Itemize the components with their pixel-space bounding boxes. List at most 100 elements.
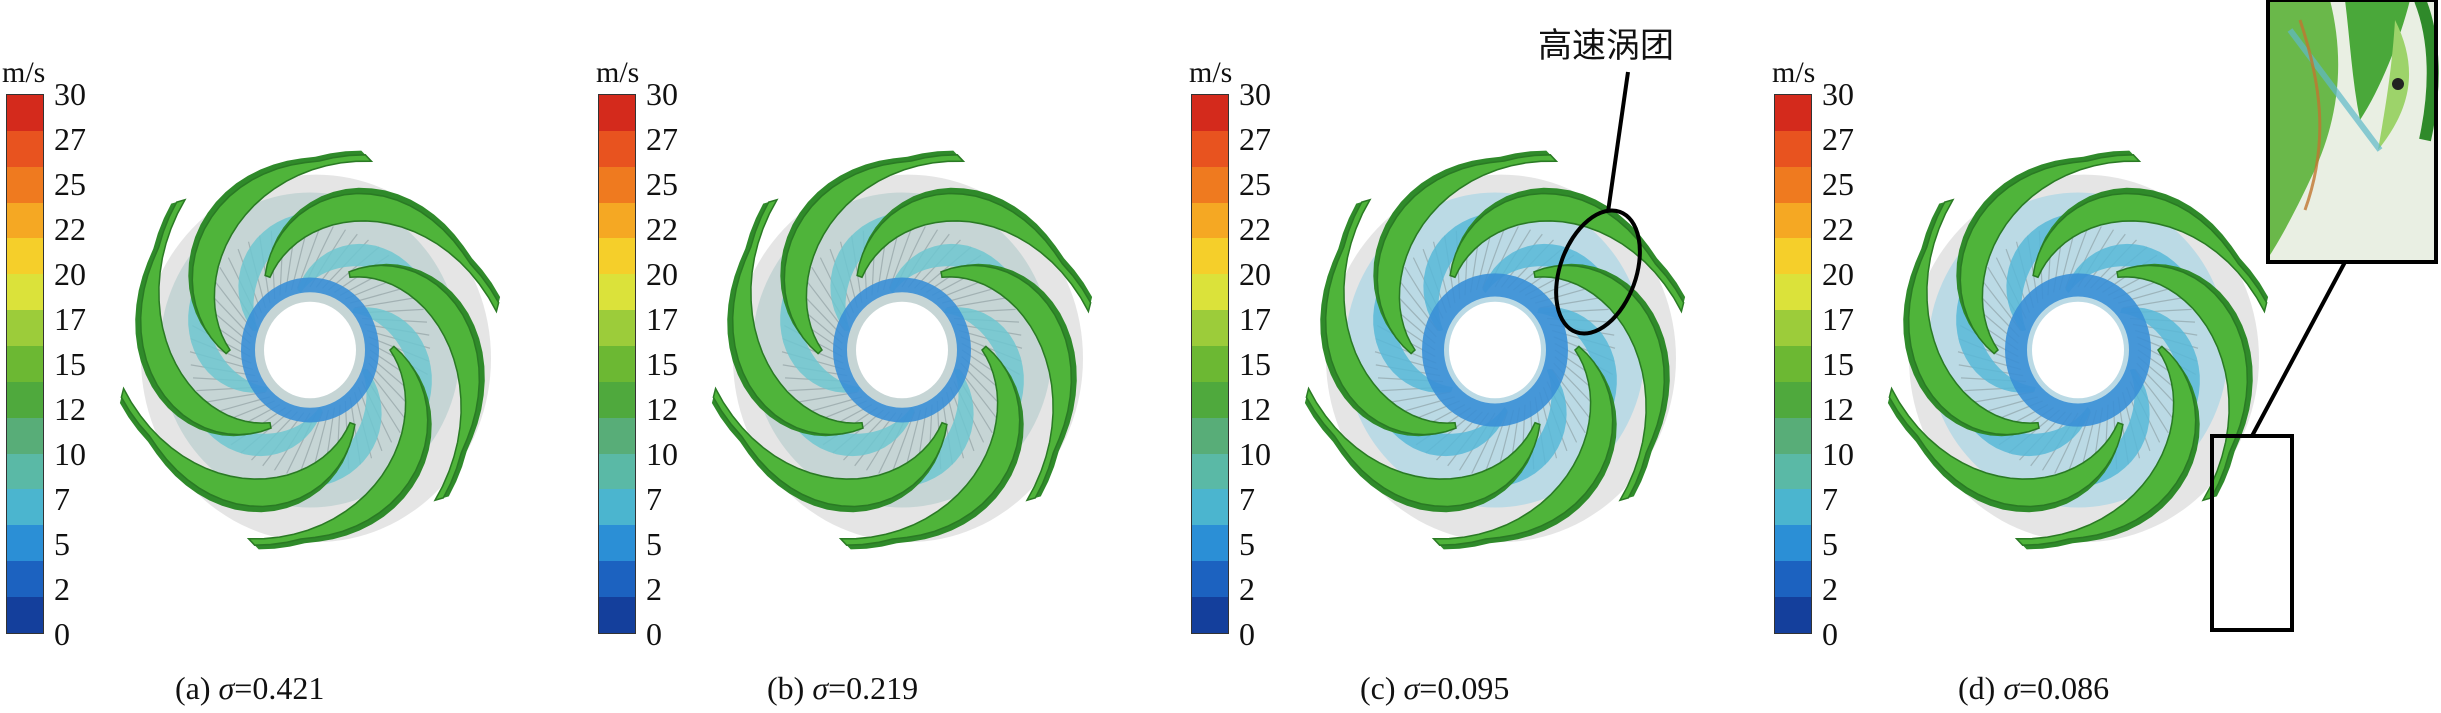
vortex-blade (1449, 192, 1685, 314)
colorbar-segment (1192, 561, 1228, 598)
colorbar-tick-label: 7 (54, 481, 70, 517)
colorbar-tick-label: 22 (54, 211, 86, 247)
zoom-connector-line (2250, 261, 2347, 437)
vortex-blade (1305, 386, 1541, 508)
colorbar-segment (1775, 453, 1811, 490)
vortex-blade (1533, 264, 1666, 502)
colorbar-tick-label: 20 (54, 256, 86, 292)
colorbar-tick-label: 10 (646, 436, 678, 472)
caption-d: (d) σ=0.086 (1958, 670, 2110, 706)
caption-c: (c) σ=0.095 (1360, 670, 1510, 706)
colorbar-tick-label: 22 (646, 211, 678, 247)
vortex-blade (856, 192, 1092, 314)
colorbar-tick-label: 15 (1239, 346, 1271, 382)
colorbar-tick-label: 22 (1239, 211, 1271, 247)
colorbar-tick-label: 5 (54, 526, 70, 562)
colorbar-tick-label: 27 (1239, 121, 1271, 157)
colorbar-segment (1775, 417, 1811, 454)
colorbar-segment (7, 417, 43, 454)
vortex-annotation-label: 高速涡团 (1538, 26, 1674, 66)
colorbar-tick-label: 10 (1239, 436, 1271, 472)
vortex-blade (731, 198, 864, 436)
vortex-blade (1888, 386, 2124, 508)
colorbar-segment (599, 453, 635, 490)
hatch-line (888, 224, 914, 289)
inner-blade (238, 207, 362, 332)
inner-blade (889, 243, 1044, 329)
colorbar-segment (7, 238, 43, 275)
colorbar-segment (7, 561, 43, 598)
colorbar-tick-label: 20 (646, 256, 678, 292)
hatch-line (803, 276, 846, 331)
colorbar-segment (7, 489, 43, 526)
colorbar-tick-label: 2 (646, 571, 662, 607)
colorbar-tick-label: 0 (1822, 616, 1838, 652)
colorbar-tick-label: 5 (1822, 526, 1838, 562)
inner-blade (1443, 368, 1567, 493)
colorbar-unit: m/s (596, 56, 640, 89)
colorbar-segment (1192, 417, 1228, 454)
colorbar-segment (1192, 310, 1228, 347)
vortex-blade (1959, 154, 2142, 355)
colorbar-segment (1192, 489, 1228, 526)
colorbar-segment (7, 346, 43, 382)
colorbar-tick-label: 10 (1822, 436, 1854, 472)
colorbar-segment (7, 525, 43, 562)
inner-blade (1936, 371, 2091, 457)
colorbar-tick-label: 15 (54, 346, 86, 382)
colorbar-segment (7, 130, 43, 167)
impeller-vortex-plot (1304, 150, 1686, 550)
impeller-vortex-plot (119, 150, 501, 550)
vortex-blade (1907, 198, 2040, 436)
inner-blade (1353, 371, 1508, 457)
colorbar-tick-label: 25 (646, 166, 678, 202)
colorbar-segment (1775, 166, 1811, 203)
colorbar-segment (1192, 202, 1228, 239)
inner-blade (2006, 207, 2130, 332)
colorbar-segment (7, 202, 43, 239)
colorbar-tick-label: 7 (1822, 481, 1838, 517)
colorbar-segment (7, 597, 43, 633)
colorbar-segment (1192, 166, 1228, 203)
colorbar-tick-label: 0 (54, 616, 70, 652)
colorbar-segment (599, 525, 635, 562)
zoom-inset (2266, 0, 2439, 264)
colorbar-segment (7, 166, 43, 203)
inner-blade (760, 371, 915, 457)
colorbar-unit: m/s (2, 56, 46, 89)
colorbar-segment (7, 381, 43, 418)
colorbar-tick-label: 7 (646, 481, 662, 517)
panel-a: m/s 30 27 25 22 20 17 15 12 10 7 5 2 0 (a) σ=0.421 (0, 0, 600, 713)
colorbar-segment (599, 166, 635, 203)
colorbar-tick-label: 15 (1822, 346, 1854, 382)
inner-blade (168, 371, 323, 457)
hatch-line (793, 391, 858, 404)
colorbar-segment (1775, 202, 1811, 239)
caption-b: (b) σ=0.219 (767, 670, 919, 706)
hatch-line (958, 369, 1001, 424)
colorbar (598, 94, 636, 634)
vortex-blade (712, 386, 948, 508)
colorbar-segment (1775, 525, 1811, 562)
zoom-source-box (2210, 434, 2294, 632)
vortex-blade (2032, 192, 2268, 314)
colorbar-tick-label: 12 (1239, 391, 1271, 427)
colorbar-tick-label: 12 (54, 391, 86, 427)
colorbar-unit: m/s (1189, 56, 1233, 89)
inner-blade (2026, 368, 2150, 493)
colorbar-segment (1775, 310, 1811, 347)
colorbar-tick-label: 5 (646, 526, 662, 562)
colorbar-tick-label: 25 (54, 166, 86, 202)
hatch-line (296, 224, 322, 289)
panel-d: m/s 30 27 25 22 20 17 15 12 10 7 5 2 0 (d) σ=0.086 (1768, 0, 2368, 713)
colorbar-tick-label: 17 (54, 301, 86, 337)
colorbar (6, 94, 44, 634)
colorbar-segment (1775, 597, 1811, 633)
vortex-blade (246, 345, 429, 546)
colorbar-tick-label: 15 (646, 346, 678, 382)
hatch-line (946, 296, 1011, 309)
colorbar-segment (1775, 346, 1811, 382)
colorbar-tick-label: 25 (1822, 166, 1854, 202)
hatch-line (298, 411, 324, 476)
